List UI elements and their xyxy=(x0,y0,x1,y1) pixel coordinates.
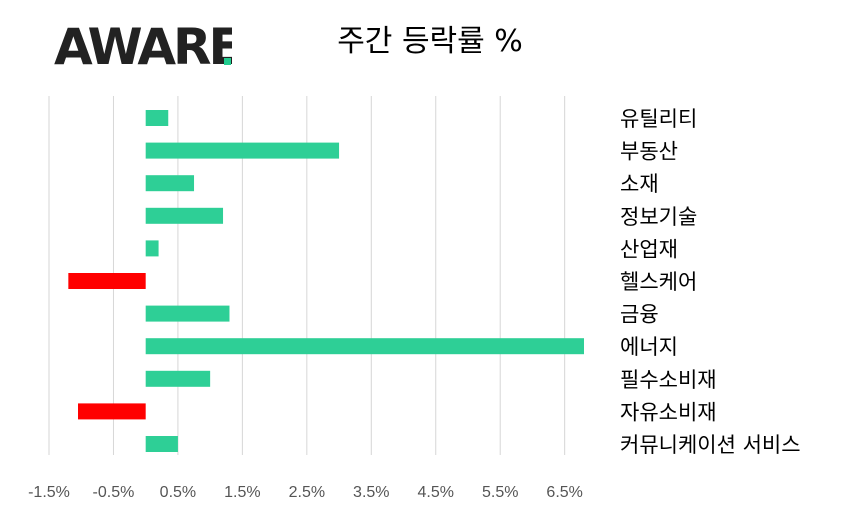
category-label: 부동산 xyxy=(620,140,678,164)
chart-title: 주간 등락률 % xyxy=(337,24,523,59)
bars xyxy=(68,110,584,452)
category-label: 필수소비재 xyxy=(620,368,717,392)
bar-10 xyxy=(145,436,178,452)
x-tick-labels: -1.5% -0.5% 0.5% 1.5% 2.5% 3.5% 4.5% 5.5% 6.5% xyxy=(28,484,583,501)
category-label: 커뮤니케이션 서비스 xyxy=(620,433,801,457)
category-label: 소재 xyxy=(620,172,659,196)
bar-3 xyxy=(145,207,224,224)
category-label: 유틸리티 xyxy=(620,107,697,131)
bar-9 xyxy=(78,403,146,420)
bar-4 xyxy=(145,240,159,257)
aware-logo: AWARE xyxy=(54,18,232,70)
category-labels: 유틸리티부동산소재정보기술산업재헬스케어금융에너지필수소비재자유소비재커뮤니케이… xyxy=(620,107,801,457)
x-tick-label: 6.5% xyxy=(546,484,582,501)
category-label: 헬스케어 xyxy=(620,270,697,294)
bar-6 xyxy=(145,305,230,322)
bar-7 xyxy=(145,338,584,355)
category-label: 에너지 xyxy=(620,335,678,359)
x-tick-label: 1.5% xyxy=(224,484,260,501)
bar-0 xyxy=(145,110,169,126)
x-tick-label: 2.5% xyxy=(289,484,325,501)
category-label: 정보기술 xyxy=(620,205,697,229)
category-label: 산업재 xyxy=(620,237,678,261)
bar-5 xyxy=(68,273,146,289)
svg-text:AWARE: AWARE xyxy=(54,18,232,70)
x-tick-label: 5.5% xyxy=(482,484,518,501)
x-tick-label: 3.5% xyxy=(353,484,389,501)
x-tick-label: 0.5% xyxy=(160,484,196,501)
x-tick-label: 4.5% xyxy=(418,484,454,501)
bar-2 xyxy=(145,175,195,192)
x-tick-label: -0.5% xyxy=(93,484,135,501)
x-tick-label: -1.5% xyxy=(28,484,70,501)
bar-8 xyxy=(145,370,211,387)
category-label: 금융 xyxy=(620,303,659,327)
category-label: 자유소비재 xyxy=(620,400,717,424)
bar-1 xyxy=(145,142,340,159)
